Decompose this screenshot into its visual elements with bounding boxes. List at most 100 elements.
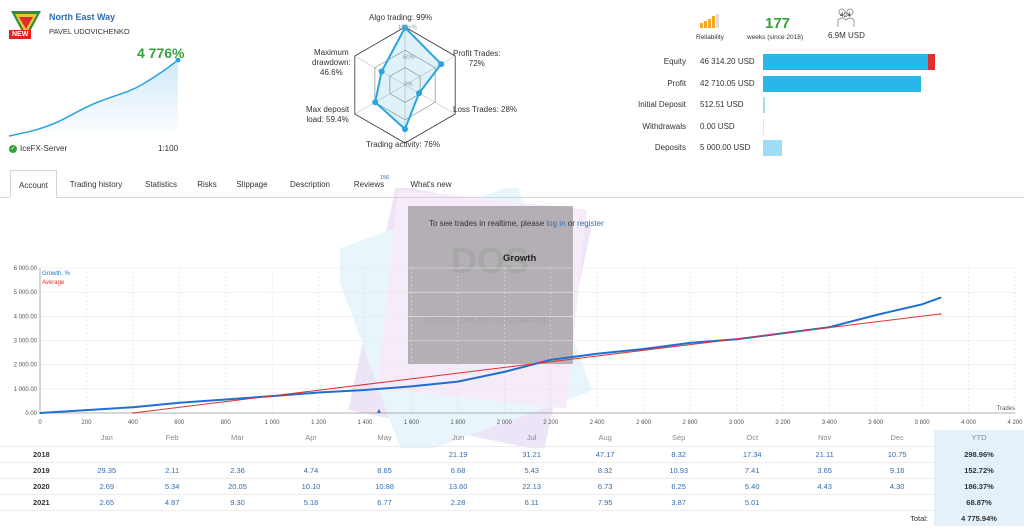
x-tick-label: 600	[174, 420, 185, 426]
radar-spoke	[404, 55, 456, 86]
month-value-cell[interactable]: 21.11	[788, 445, 861, 462]
tab-trading-history[interactable]: Trading history	[60, 170, 132, 198]
radar-label-drawdown-b: drawdown:	[312, 58, 351, 67]
month-value-cell[interactable]: 6.73	[568, 477, 642, 494]
y-tick-label: 1 000.00	[14, 387, 38, 393]
month-value-cell[interactable]	[788, 493, 861, 510]
register-link[interactable]: register	[577, 219, 604, 228]
month-value-cell[interactable]: 17.34	[715, 445, 789, 462]
radar-chart: Algo trading: 99% Profit Trades: 72% Los…	[300, 8, 525, 158]
finance-row: Withdrawals 0.00 USD	[600, 119, 1000, 135]
month-value-cell[interactable]: 47.17	[568, 445, 642, 462]
ytd-cell: 298.96%	[934, 445, 1024, 462]
month-value-cell[interactable]: 3.65	[788, 461, 861, 478]
month-value-cell[interactable]: 7.41	[715, 461, 789, 478]
tab-risks[interactable]: Risks	[190, 170, 224, 198]
month-value-cell[interactable]	[347, 445, 422, 462]
month-value-cell[interactable]: 10.88	[347, 477, 422, 494]
weeks-value: 177	[765, 15, 791, 32]
month-value-cell[interactable]: 4.30	[860, 477, 934, 494]
month-value-cell[interactable]: 13.60	[421, 477, 495, 494]
month-value-cell[interactable]: 5.18	[274, 493, 348, 510]
finance-bar	[763, 76, 922, 92]
x-tick-label: 2 200	[543, 420, 559, 426]
month-value-cell[interactable]	[70, 445, 144, 462]
radar-point	[416, 90, 423, 97]
radar-ring-0: 0%	[404, 82, 413, 88]
y-tick-label: 5 000.00	[14, 290, 38, 296]
tab-description[interactable]: Description	[281, 170, 339, 198]
tab-slippage[interactable]: Slippage	[228, 170, 276, 198]
month-value-cell[interactable]: 10.93	[641, 461, 716, 478]
month-value-cell[interactable]: 6.25	[641, 477, 716, 494]
month-value-cell[interactable]: 2.28	[421, 493, 495, 510]
tab-bar: Account Trading history Statistics Risks…	[0, 170, 1024, 198]
tab-statistics-label: Statistics	[144, 180, 177, 189]
ytd-cell: 152.72%	[934, 461, 1024, 478]
month-value-cell[interactable]	[860, 493, 934, 510]
month-value-cell[interactable]: 4.87	[143, 493, 201, 510]
month-value-cell[interactable]: 2.69	[70, 477, 144, 494]
month-value-cell[interactable]: 9.30	[200, 493, 275, 510]
tab-whats-new[interactable]: What's new	[401, 170, 461, 198]
finance-value: 5 000.00 USD	[700, 143, 751, 152]
radar-point	[438, 61, 445, 68]
finance-label: Equity	[663, 57, 686, 66]
month-header: Jun	[452, 433, 465, 443]
month-value-cell[interactable]: 21.19	[421, 445, 495, 462]
total-row: Total: 4 775.94%	[0, 509, 1024, 526]
month-value-cell[interactable]: 20.05	[200, 477, 275, 494]
finance-row: Initial Deposit 512.51 USD	[600, 97, 1000, 113]
growth-line	[39, 296, 942, 414]
x-tick-label: 200	[81, 420, 92, 426]
table-row: 2018 21.19 31.21 47.17 8.32 17.34 21.11 10.75 29…	[0, 445, 1024, 462]
radar-spoke	[354, 84, 406, 115]
author-name[interactable]: PAVEL UDOVICHENKO	[49, 27, 130, 36]
growth-value: 4 776%	[137, 45, 185, 61]
month-value-cell[interactable]: 22.13	[494, 477, 569, 494]
month-value-cell[interactable]: 5.40	[715, 477, 789, 494]
tab-reviews-label: Reviews	[353, 180, 385, 189]
data-point	[178, 402, 181, 404]
radar-label-profit: Profit Trades: 72%	[453, 49, 501, 69]
x-tick-label: 400	[128, 420, 139, 426]
month-value-cell[interactable]: 6.77	[347, 493, 422, 510]
month-value-cell[interactable]: 8.32	[641, 445, 716, 462]
month-value-cell[interactable]: 31.21	[494, 445, 569, 462]
tab-trading-history-label: Trading history	[69, 180, 123, 189]
reliability-label: Reliability	[696, 34, 724, 41]
month-header: Jul	[526, 433, 537, 443]
month-value-cell[interactable]: 10.10	[274, 477, 348, 494]
month-value-cell[interactable]: 4.74	[274, 461, 348, 478]
tab-reviews[interactable]: Reviews 156	[343, 170, 395, 198]
month-value-cell[interactable]: 5.43	[494, 461, 569, 478]
month-value-cell[interactable]: 2.11	[143, 461, 201, 478]
month-value-cell[interactable]	[143, 445, 201, 462]
signal-name[interactable]: North East Way	[49, 12, 116, 22]
month-value-cell[interactable]: 2.36	[200, 461, 275, 478]
month-header: Mar	[231, 433, 244, 443]
month-value-cell[interactable]: 3.87	[641, 493, 716, 510]
x-axis-label: Trades	[997, 406, 1015, 412]
month-value-cell[interactable]: 4.43	[788, 477, 861, 494]
tab-account[interactable]: Account	[10, 170, 57, 198]
month-value-cell[interactable]: 8.32	[568, 461, 642, 478]
table-row: 2020 2.69 5.34 20.05 10.10 10.88 13.60 22.13 6.7…	[0, 477, 1024, 494]
month-value-cell[interactable]	[274, 445, 348, 462]
login-link[interactable]: log in	[546, 219, 566, 228]
month-value-cell[interactable]: 10.75	[860, 445, 934, 462]
month-value-cell[interactable]: 5.34	[143, 477, 201, 494]
month-value-cell[interactable]: 6.11	[494, 493, 569, 510]
month-value-cell[interactable]: 29.35	[70, 461, 144, 478]
month-value-cell[interactable]	[200, 445, 275, 462]
x-tick-label: 4 200	[1007, 420, 1023, 426]
realtime-pre: To see trades in realtime, please	[429, 219, 547, 228]
data-point	[642, 348, 645, 350]
month-value-cell[interactable]: 8.65	[347, 461, 422, 478]
month-value-cell[interactable]: 7.95	[568, 493, 642, 510]
month-value-cell[interactable]: 6.68	[421, 461, 495, 478]
month-value-cell[interactable]: 9.16	[860, 461, 934, 478]
month-value-cell[interactable]: 5.01	[715, 493, 789, 510]
month-value-cell[interactable]: 2.65	[70, 493, 144, 510]
tab-statistics[interactable]: Statistics	[136, 170, 186, 198]
